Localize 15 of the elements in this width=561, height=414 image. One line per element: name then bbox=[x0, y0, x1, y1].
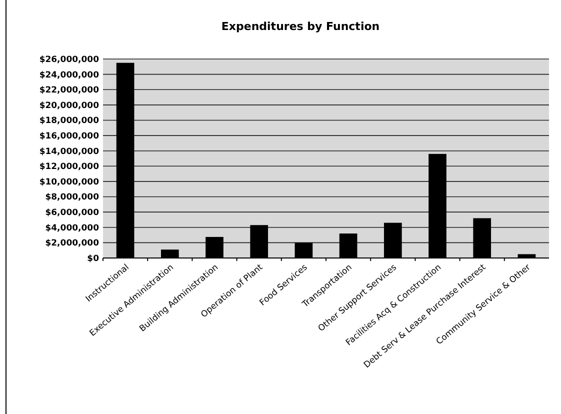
y-tick-label: $8,000,000 bbox=[45, 192, 100, 203]
chart-title: Expenditures by Function bbox=[221, 20, 380, 33]
y-tick-label: $6,000,000 bbox=[45, 208, 100, 218]
y-tick-label: $12,000,000 bbox=[39, 162, 100, 172]
y-tick-label: $14,000,000 bbox=[39, 146, 100, 157]
y-tick-label: $24,000,000 bbox=[39, 70, 100, 80]
y-tick-label: $22,000,000 bbox=[39, 86, 100, 96]
y-tick-label: $16,000,000 bbox=[39, 132, 100, 142]
y-tick-label: $18,000,000 bbox=[39, 116, 100, 126]
y-tick-label: $10,000,000 bbox=[39, 177, 100, 188]
y-tick-label: $2,000,000 bbox=[45, 238, 100, 249]
y-tick-label: $4,000,000 bbox=[45, 223, 100, 234]
y-tick-label: $20,000,000 bbox=[39, 100, 100, 111]
y-tick-label: $26,000,000 bbox=[39, 54, 100, 65]
y-tick-label: $0 bbox=[87, 254, 100, 264]
